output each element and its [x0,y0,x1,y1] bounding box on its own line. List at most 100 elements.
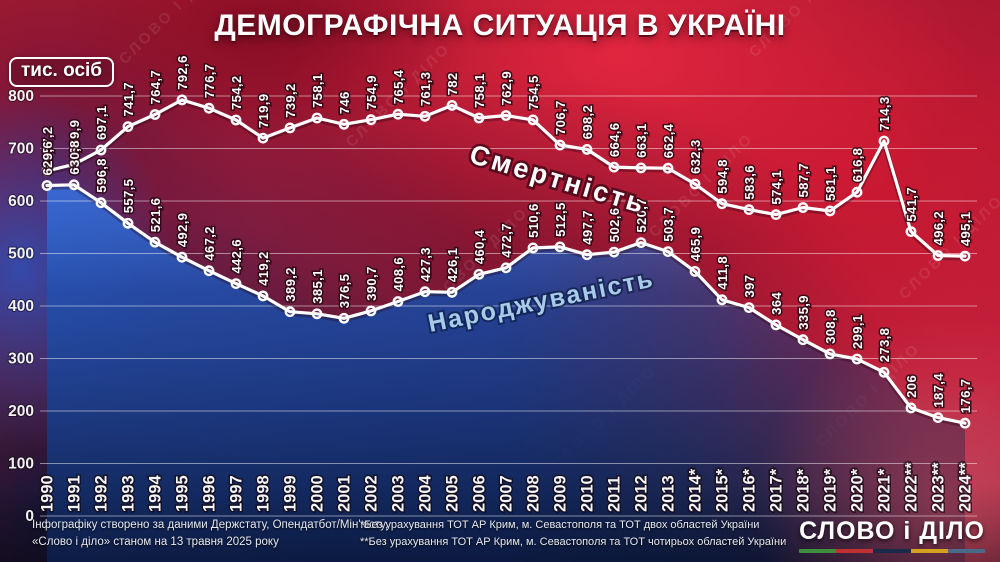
mortality-series: 657,2 669,9 697,1 741,7 764,7 792,6 776,7 754,2… [38,54,974,262]
data-point-marker [473,268,485,280]
page-title: ДЕМОГРАФІЧНА СИТУАЦІЯ В УКРАЇНІ [214,9,786,42]
data-point-value-label: 521,6 [148,198,163,233]
data-point-marker [41,165,53,177]
data-point-value-label: 758,1 [310,73,325,108]
data-point-value-label: 376,5 [337,274,352,309]
data-point-value-label: 442,6 [229,239,244,274]
year-tick-label: 1996 [201,475,219,512]
data-point-value-label: 510,6 [526,203,541,238]
data-point-marker [905,402,917,414]
data-point-marker [743,204,755,216]
data-point-marker [230,114,242,126]
source-note: Інфографіку створено за даними Держстату… [32,517,388,552]
year-tick-label: 2013 [660,475,678,512]
year-tick-label: 2007 [498,475,516,512]
year-tick-label: 2006 [471,475,489,512]
data-point-value-label: 503,7 [661,207,676,242]
year-tick-label: 1995 [174,475,192,512]
data-point-value-label: 765,4 [391,69,406,104]
data-point-marker [797,202,809,213]
logo-underline-segment [947,549,985,553]
data-point-value-label: 581,1 [823,166,838,201]
data-point-marker [608,161,620,173]
series-line [45,183,967,425]
data-point-value-label: 308,8 [823,309,838,344]
data-point-value-label: 698,2 [580,105,595,140]
data-point-marker [230,278,242,289]
year-tick-label: 2009 [552,475,570,512]
logo-text: СЛОВО і ДІЛО [799,517,985,545]
birth-series: 629,6 630,8 596,8 557,5 521,6 492,9 467,2 442,6… [38,139,974,429]
data-point-marker [338,312,350,324]
data-point-marker [95,197,107,209]
data-point-value-label: 761,3 [418,72,433,107]
data-point-value-label: 739,2 [283,83,298,118]
data-point-value-label: 792,6 [175,55,190,90]
year-tick-label: 2005 [444,475,462,512]
data-point-marker [878,135,890,147]
y-axis-tick-label: 500 [8,246,34,263]
data-point-value-label: 630,8 [67,140,82,175]
data-point-marker [824,348,836,360]
data-point-value-label: 596,8 [94,158,109,193]
year-tick-label: 1993 [120,475,138,512]
year-tick-label: 2016* [741,468,759,512]
data-point-value-label: 492,9 [175,213,190,248]
data-point-value-label: 520,7 [634,198,649,233]
y-axis-tick-label: 200 [8,403,34,420]
data-point-marker [662,162,674,174]
slovo-i-dilo-logo: СЛОВО і ДІЛО [799,517,985,553]
data-point-value-label: 616,8 [850,148,865,183]
data-point-value-label: 574,1 [769,170,784,205]
data-point-marker [689,178,701,190]
data-point-value-label: 663,1 [634,123,649,158]
data-point-marker [500,110,512,121]
y-axis-tick-label: 800 [8,88,34,105]
data-point-marker [149,236,161,248]
data-point-marker [95,144,107,156]
data-point-marker [581,249,593,261]
year-tick-label: 2002 [363,475,381,512]
data-point-value-label: 176,7 [958,379,973,414]
data-point-marker [419,286,431,298]
unit-badge: тис. осіб [9,57,115,87]
data-point-marker [608,246,620,258]
y-axis-tick-label: 700 [8,141,34,158]
source-note-line2: «Слово і діло» станом на 13 травня 2025 … [32,535,279,548]
year-tick-label: 2024** [957,462,975,512]
data-point-marker [824,205,836,217]
data-point-marker [500,262,512,274]
data-point-value-label: 273,8 [877,328,892,363]
data-point-value-label: 697,1 [94,105,109,140]
data-point-value-label: 594,8 [715,159,730,194]
data-point-marker [932,250,944,261]
data-point-marker [851,353,863,365]
data-point-marker [797,334,809,346]
year-tick-label: 2022** [903,462,921,512]
y-axis-tick-label: 0 [25,508,34,525]
data-point-value-label: 411,8 [715,256,730,290]
data-point-marker [635,162,647,174]
data-point-marker [284,122,296,134]
year-tick-label: 1990 [39,475,57,512]
data-point-marker [365,305,377,317]
data-point-marker [446,100,458,111]
data-point-value-label: 776,7 [202,64,217,99]
year-tick-label: 2012 [633,475,651,512]
y-axis-tick-label: 600 [8,193,34,210]
data-point-value-label: 496,2 [931,211,946,246]
data-point-value-label: 746 [337,91,352,114]
data-point-value-label: 389,2 [283,267,298,302]
data-point-marker [446,286,458,298]
data-point-marker [527,242,539,254]
year-tick-label: 2014* [687,468,705,512]
data-point-marker [257,132,269,144]
y-axis-tick-label: 300 [8,351,34,368]
data-point-marker [311,308,323,320]
data-point-marker [203,102,215,114]
data-point-marker [554,139,566,151]
year-tick-label: 2001 [336,475,354,512]
data-point-value-label: 741,7 [121,82,136,117]
data-point-value-label: 782 [445,72,460,95]
